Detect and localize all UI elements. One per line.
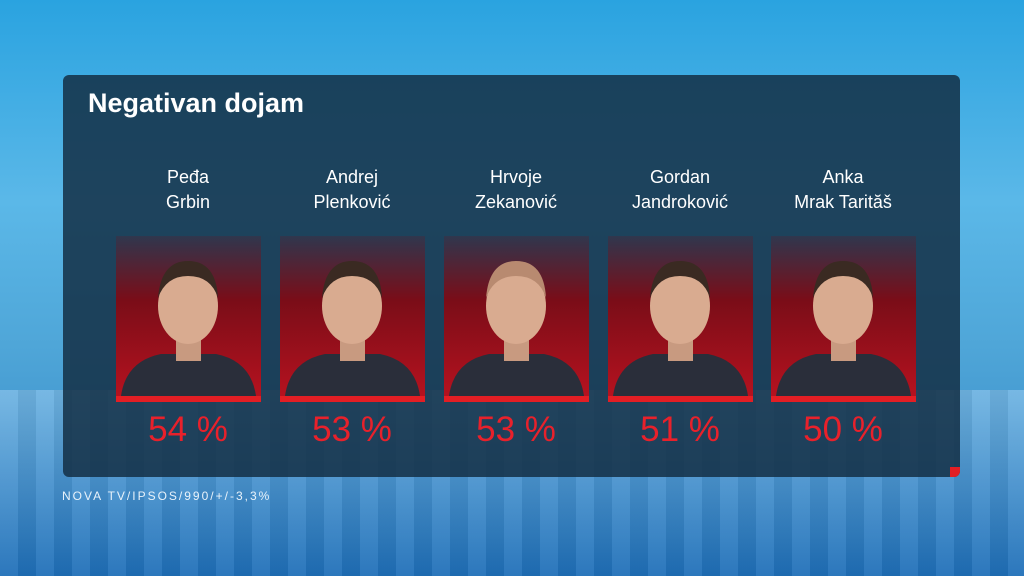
portrait [776, 261, 911, 396]
photo-underline [608, 396, 753, 402]
photo-underline [444, 396, 589, 402]
candidate-photo [608, 236, 753, 396]
candidate-name: Anka [822, 167, 864, 187]
candidate-photo [444, 236, 589, 396]
photo-underline [116, 396, 261, 402]
candidate-name: Plenković [313, 192, 391, 212]
photo-underline [280, 396, 425, 402]
value-label: 50 % [803, 410, 883, 449]
candidate-photo [771, 236, 916, 396]
portrait [449, 261, 584, 396]
portrait [613, 261, 748, 396]
candidate-name: Gordan [649, 167, 711, 187]
candidate-name: Jandroković [631, 192, 729, 212]
value-label: 54 % [148, 410, 228, 449]
panel-corner [950, 467, 960, 477]
candidate-photo [116, 236, 261, 396]
title: Negativan dojam [88, 88, 305, 118]
portrait [285, 261, 420, 396]
source: NOVA TV/IPSOS/990/+/-3,3% [62, 489, 272, 503]
value-label: 51 % [640, 410, 720, 449]
candidate-name: Mrak Tarităš [794, 192, 892, 212]
photo-underline [771, 396, 916, 402]
candidate-name: Grbin [165, 192, 210, 212]
candidate-name: Zekanović [474, 192, 558, 212]
candidate-name: Hrvoje [489, 167, 542, 187]
value-label: 53 % [312, 410, 392, 449]
candidate-photo [280, 236, 425, 396]
value-label: 53 % [476, 410, 556, 449]
candidate-name: Peđa [166, 167, 210, 187]
candidate-name: Andrej [325, 167, 379, 187]
portrait [121, 261, 256, 396]
